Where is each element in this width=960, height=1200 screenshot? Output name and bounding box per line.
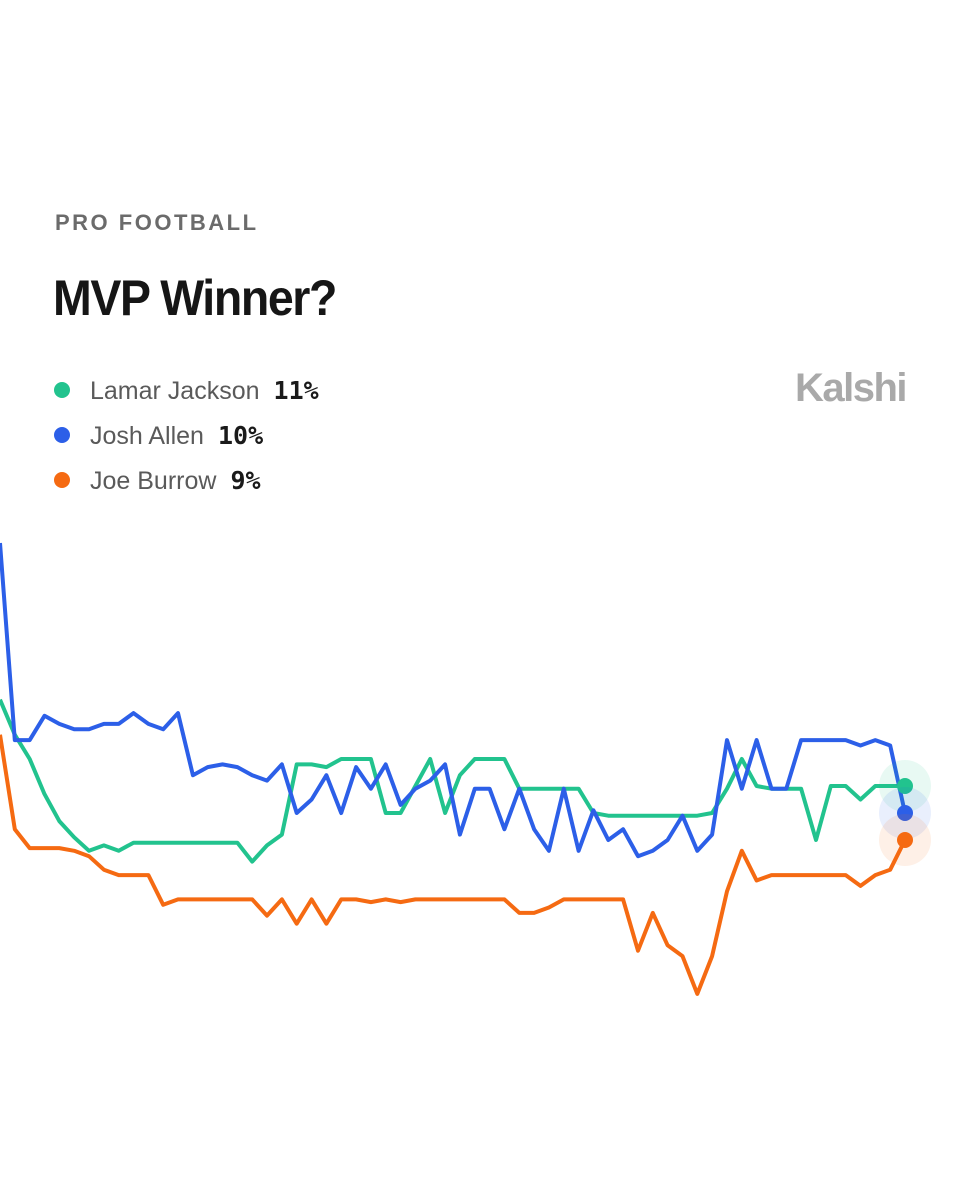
chart-title: MVP Winner? xyxy=(53,270,336,326)
legend-entry: Lamar Jackson 11% xyxy=(90,376,319,405)
legend-marker xyxy=(54,472,70,488)
legend: Lamar Jackson 11% Josh Allen 10%Joe Burrow 9… xyxy=(54,376,319,495)
legend-value: 11% xyxy=(274,376,319,405)
legend-value: 10% xyxy=(218,421,263,450)
legend-marker xyxy=(54,382,70,398)
legend-entry: Josh Allen 10% xyxy=(90,421,263,450)
legend-value: 9% xyxy=(230,466,260,495)
legend-entry: Joe Burrow 9% xyxy=(90,466,261,495)
series-line xyxy=(0,734,907,996)
legend-label: Josh Allen xyxy=(90,422,204,450)
end-point xyxy=(897,778,913,794)
legend-marker xyxy=(54,427,70,443)
end-point xyxy=(897,805,913,821)
category-label: PRO FOOTBALL xyxy=(55,210,259,235)
brand-logo: Kalshi xyxy=(795,366,906,410)
series-line xyxy=(0,542,907,859)
end-point xyxy=(897,832,913,848)
plot-area xyxy=(0,542,931,996)
legend-label: Lamar Jackson xyxy=(90,377,260,405)
legend-label: Joe Burrow xyxy=(90,467,217,495)
